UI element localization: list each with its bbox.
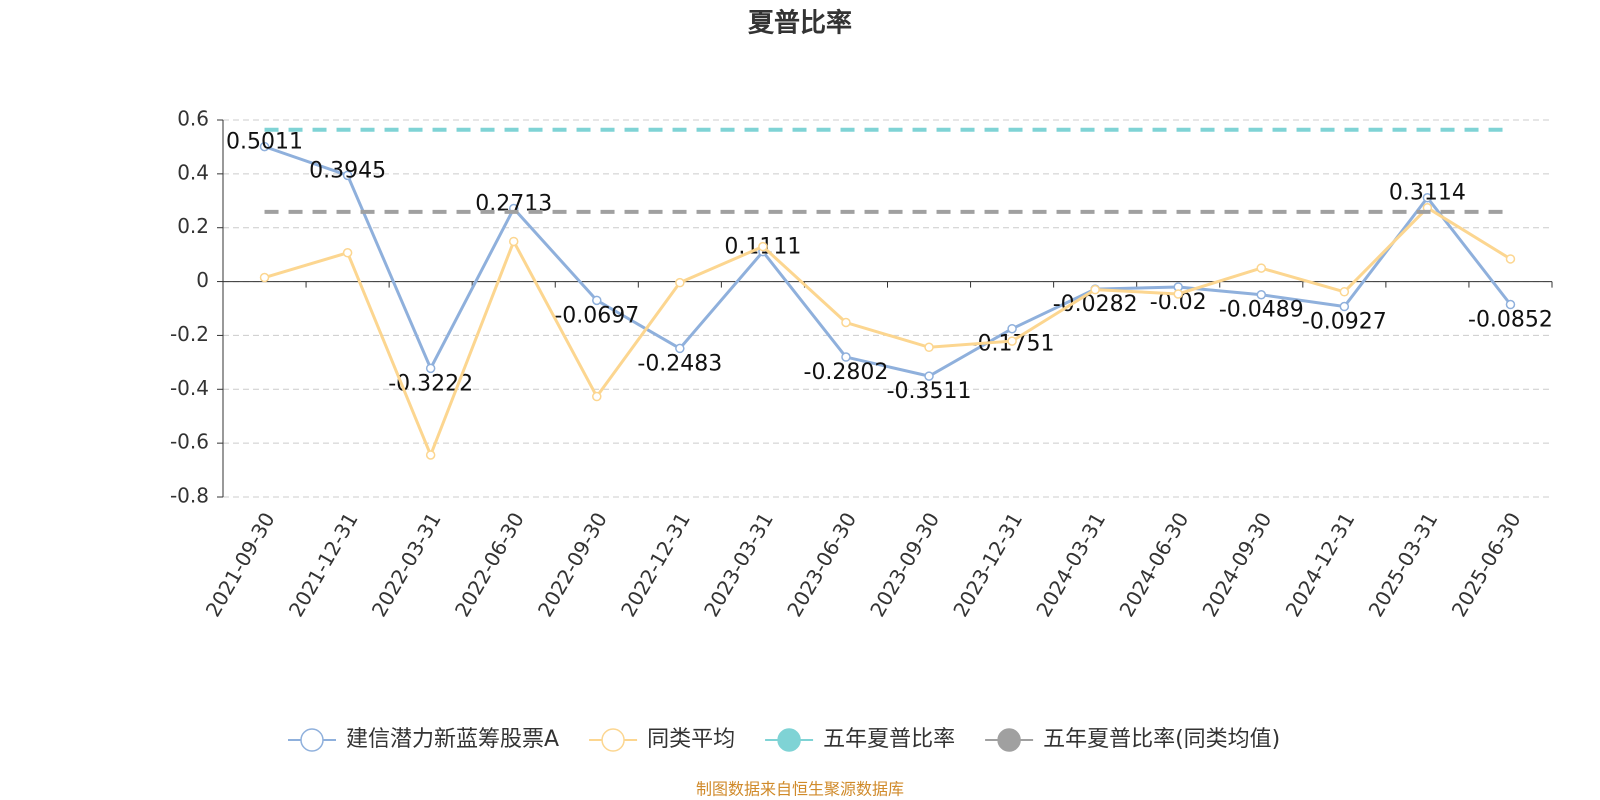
y-tick-label: -0.8 bbox=[170, 484, 209, 508]
legend-marker bbox=[777, 728, 801, 752]
point bbox=[1007, 323, 1017, 334]
x-tick-label: 2022-06-30 bbox=[450, 508, 529, 621]
point bbox=[259, 141, 270, 152]
point bbox=[592, 391, 602, 402]
legend-label: 五年夏普比率 bbox=[823, 727, 955, 752]
data-label: -0.3511 bbox=[887, 379, 972, 404]
point bbox=[342, 170, 353, 181]
footer: 制图数据来自恒生聚源数据库 bbox=[696, 780, 904, 799]
x-tick-label: 2021-12-31 bbox=[284, 508, 363, 621]
point bbox=[1422, 192, 1433, 203]
series-line bbox=[264, 145, 1512, 378]
data-label: 0.3114 bbox=[1389, 181, 1466, 206]
chart-title: 夏普比率 bbox=[748, 8, 852, 39]
legend-label: 同类平均 bbox=[647, 727, 735, 752]
point bbox=[924, 342, 934, 353]
point bbox=[1173, 289, 1183, 299]
x-tick-label: 2024-09-30 bbox=[1197, 508, 1276, 621]
x-tick-label: 2025-03-31 bbox=[1364, 508, 1443, 621]
data-label: -0.2483 bbox=[637, 351, 722, 376]
y-tick-label: 0.6 bbox=[177, 107, 209, 131]
x-tick-label: 2022-12-31 bbox=[616, 508, 695, 621]
x-tick-label: 2025-06-30 bbox=[1447, 508, 1526, 621]
point bbox=[425, 363, 436, 374]
x-tick-label: 2024-12-31 bbox=[1281, 508, 1360, 621]
x-tick-label: 2023-06-30 bbox=[782, 508, 861, 621]
y-tick-label: 0 bbox=[196, 268, 209, 292]
point bbox=[675, 343, 685, 354]
y-tick-label: -0.2 bbox=[170, 322, 209, 346]
x-tick-label: 2022-03-31 bbox=[367, 508, 446, 621]
data-label: 0.3945 bbox=[309, 158, 386, 183]
data-label: -0.0282 bbox=[1053, 292, 1138, 317]
x-tick-label: 2024-03-31 bbox=[1031, 508, 1110, 621]
x-tick-label: 2023-03-31 bbox=[699, 508, 778, 621]
x-tick-label: 2022-09-30 bbox=[533, 508, 612, 621]
legend-label: 建信潜力新蓝筹股票A bbox=[346, 727, 559, 752]
point bbox=[1339, 287, 1350, 297]
y-tick-label: -0.6 bbox=[170, 430, 209, 454]
point bbox=[508, 236, 519, 247]
legend-marker bbox=[601, 728, 625, 752]
y-tick-label: -0.4 bbox=[170, 376, 209, 400]
x-tick-label: 2023-09-30 bbox=[865, 508, 944, 621]
point bbox=[1505, 254, 1516, 264]
point bbox=[841, 317, 851, 328]
x-tick-label: 2024-06-30 bbox=[1114, 508, 1193, 621]
point bbox=[1256, 263, 1267, 273]
y-tick-label: 0.4 bbox=[177, 160, 209, 184]
legend-marker bbox=[300, 728, 324, 752]
point bbox=[1007, 336, 1017, 346]
point bbox=[841, 352, 851, 362]
data-label: -0.0927 bbox=[1302, 310, 1387, 335]
point bbox=[924, 371, 934, 381]
y-tick-label: 0.2 bbox=[177, 214, 209, 238]
point bbox=[425, 450, 436, 460]
data-label: -0.0697 bbox=[554, 303, 639, 328]
x-tick-label: 2021-09-30 bbox=[201, 508, 280, 621]
legend-marker bbox=[997, 728, 1021, 752]
data-label: -0.2802 bbox=[804, 360, 889, 385]
data-label: 0.5011 bbox=[226, 130, 303, 155]
point bbox=[675, 277, 685, 288]
point bbox=[342, 248, 353, 258]
point bbox=[1339, 301, 1350, 312]
series-line bbox=[264, 205, 1512, 460]
point bbox=[1256, 289, 1267, 300]
x-tick-label: 2023-12-31 bbox=[948, 508, 1027, 621]
data-label: -0.0852 bbox=[1468, 308, 1553, 333]
point bbox=[1090, 284, 1100, 295]
data-label: -0.0489 bbox=[1219, 298, 1304, 323]
point bbox=[1505, 299, 1516, 310]
point bbox=[259, 272, 270, 283]
legend-label: 五年夏普比率(同类均值) bbox=[1043, 727, 1280, 752]
point bbox=[758, 241, 768, 252]
point bbox=[592, 295, 602, 306]
